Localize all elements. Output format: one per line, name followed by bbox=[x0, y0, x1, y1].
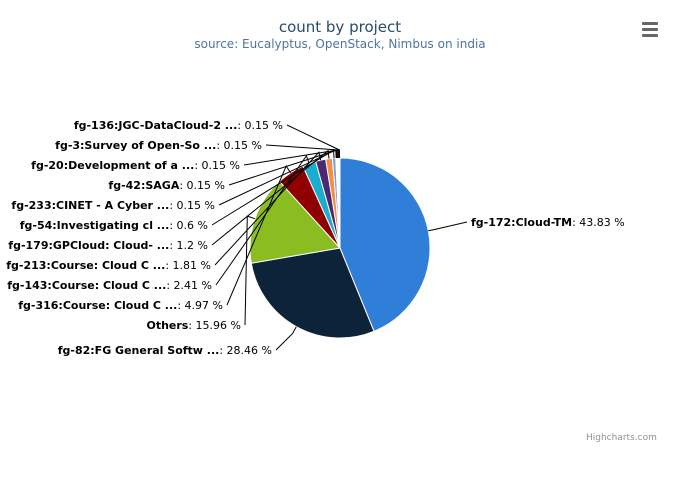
data-label: fg-54:Investigating cl ...: 0.6 % bbox=[20, 219, 208, 232]
pie-slices bbox=[249, 157, 431, 339]
data-label-name: fg-143:Course: Cloud C ... bbox=[7, 279, 166, 292]
data-label-name: fg-179:GPCloud: Cloud- ... bbox=[8, 239, 169, 252]
export-menu-button[interactable] bbox=[640, 20, 660, 38]
data-label: Others: 15.96 % bbox=[146, 319, 241, 332]
data-label-name: Others bbox=[146, 319, 188, 332]
data-label-name: fg-82:FG General Softw ... bbox=[58, 344, 220, 357]
data-label-value: : 0.15 % bbox=[194, 159, 240, 172]
data-label: fg-3:Survey of Open-So ...: 0.15 % bbox=[55, 139, 262, 152]
data-label: fg-20:Development of a ...: 0.15 % bbox=[31, 159, 240, 172]
chart-subtitle: source: Eucalyptus, OpenStack, Nimbus on… bbox=[194, 37, 486, 51]
data-label-value: : 28.46 % bbox=[219, 344, 272, 357]
data-label-value: : 1.81 % bbox=[165, 259, 211, 272]
label-connector bbox=[428, 221, 468, 232]
data-label-name: fg-213:Course: Cloud C ... bbox=[6, 259, 165, 272]
data-label-name: fg-20:Development of a ... bbox=[31, 159, 194, 172]
data-label: fg-172:Cloud-TM: 43.83 % bbox=[471, 216, 625, 229]
data-label: fg-316:Course: Cloud C ...: 4.97 % bbox=[18, 299, 223, 312]
data-label-name: fg-316:Course: Cloud C ... bbox=[18, 299, 177, 312]
data-label-value: : 0.6 % bbox=[169, 219, 208, 232]
label-connector bbox=[211, 149, 330, 246]
data-label: fg-82:FG General Softw ...: 28.46 % bbox=[58, 344, 272, 357]
data-label-value: : 0.15 % bbox=[169, 199, 215, 212]
data-label-name: fg-233:CINET - A Cyber ... bbox=[11, 199, 169, 212]
data-label: fg-136:JGC-DataCloud-2 ...: 0.15 % bbox=[74, 119, 283, 132]
data-label-value: : 2.41 % bbox=[166, 279, 212, 292]
data-label-name: fg-42:SAGA bbox=[108, 179, 179, 192]
pie-slice[interactable] bbox=[250, 247, 375, 339]
data-label: fg-213:Course: Cloud C ...: 1.81 % bbox=[6, 259, 211, 272]
chart-title: count by project bbox=[278, 18, 402, 36]
data-label-value: : 0.15 % bbox=[179, 179, 225, 192]
data-label: fg-179:GPCloud: Cloud- ...: 1.2 % bbox=[8, 239, 208, 252]
data-label-value: : 0.15 % bbox=[216, 139, 262, 152]
data-label-name: fg-172:Cloud-TM bbox=[471, 216, 572, 229]
data-label: fg-233:CINET - A Cyber ...: 0.15 % bbox=[11, 199, 215, 212]
label-connectors bbox=[211, 124, 468, 351]
data-label-name: fg-136:JGC-DataCloud-2 ... bbox=[74, 119, 238, 132]
data-label-name: fg-54:Investigating cl ... bbox=[20, 219, 170, 232]
data-label-value: : 43.83 % bbox=[572, 216, 625, 229]
data-labels: fg-172:Cloud-TM: 43.83 % fg-82:FG General… bbox=[6, 119, 625, 357]
hamburger-menu-icon bbox=[640, 20, 660, 37]
data-label-name: fg-3:Survey of Open-So ... bbox=[55, 139, 216, 152]
pie-slice[interactable] bbox=[249, 180, 341, 264]
label-connector bbox=[215, 154, 310, 286]
credits-link[interactable]: Highcharts.com bbox=[586, 433, 657, 443]
data-label-value: : 1.2 % bbox=[169, 239, 208, 252]
data-label: fg-42:SAGA: 0.15 % bbox=[108, 179, 225, 192]
label-connector bbox=[275, 326, 297, 351]
data-label-value: : 0.15 % bbox=[237, 119, 283, 132]
data-label-value: : 4.97 % bbox=[177, 299, 223, 312]
label-connector bbox=[286, 124, 341, 159]
data-label: fg-143:Course: Cloud C ...: 2.41 % bbox=[7, 279, 212, 292]
data-label-value: : 15.96 % bbox=[188, 319, 241, 332]
